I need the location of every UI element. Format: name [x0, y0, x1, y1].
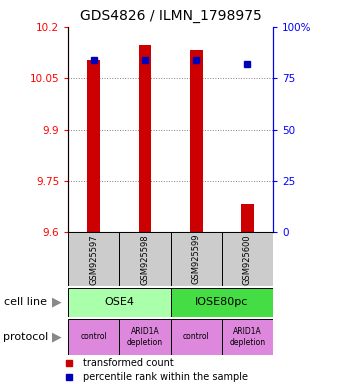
Bar [139, 45, 152, 232]
Text: GSM925597: GSM925597 [89, 234, 98, 285]
FancyBboxPatch shape [68, 288, 171, 317]
Bar [88, 60, 100, 232]
Title: GDS4826 / ILMN_1798975: GDS4826 / ILMN_1798975 [80, 9, 261, 23]
FancyBboxPatch shape [171, 288, 273, 317]
Text: ▶: ▶ [52, 296, 61, 309]
Text: ARID1A
depletion: ARID1A depletion [229, 327, 265, 347]
FancyBboxPatch shape [171, 319, 222, 355]
FancyBboxPatch shape [68, 319, 119, 355]
Text: ▶: ▶ [52, 331, 61, 343]
FancyBboxPatch shape [119, 232, 171, 286]
Text: control: control [80, 333, 107, 341]
Text: ARID1A
depletion: ARID1A depletion [127, 327, 163, 347]
Text: IOSE80pc: IOSE80pc [195, 297, 248, 308]
Text: GSM925598: GSM925598 [141, 234, 149, 285]
FancyBboxPatch shape [222, 232, 273, 286]
Bar [190, 50, 203, 232]
Text: cell line: cell line [4, 297, 47, 308]
Text: GSM925600: GSM925600 [243, 234, 252, 285]
Bar [241, 204, 254, 232]
FancyBboxPatch shape [119, 319, 171, 355]
Text: GSM925599: GSM925599 [192, 234, 201, 285]
Text: OSE4: OSE4 [104, 297, 134, 308]
Text: percentile rank within the sample: percentile rank within the sample [83, 372, 247, 382]
FancyBboxPatch shape [68, 232, 119, 286]
Text: protocol: protocol [4, 332, 49, 342]
FancyBboxPatch shape [222, 319, 273, 355]
Text: transformed count: transformed count [83, 358, 173, 367]
Text: control: control [183, 333, 210, 341]
FancyBboxPatch shape [171, 232, 222, 286]
